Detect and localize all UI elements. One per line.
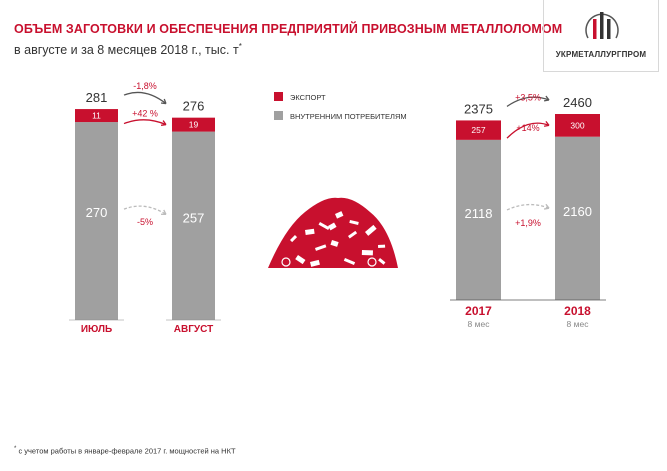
arrow-domestic bbox=[123, 205, 167, 215]
chart-title: ОБЪЕМ ЗАГОТОВКИ И ОБЕСПЕЧЕНИЯ ПРЕДПРИЯТИ… bbox=[14, 22, 563, 36]
legend-label-2: ВНУТРЕННИМ ПОТРЕБИТЕЛЯМ bbox=[290, 112, 407, 121]
pile-piece bbox=[343, 258, 356, 266]
category-sublabel-2018: 8 мес bbox=[567, 319, 590, 329]
data-label-export-2018: 300 bbox=[570, 120, 584, 130]
data-label-domestic-2018: 2160 bbox=[563, 204, 592, 219]
bar-domestic-2018 bbox=[555, 136, 600, 300]
pile-piece bbox=[365, 224, 377, 236]
pile-piece bbox=[328, 222, 337, 231]
arrow-export-head bbox=[543, 121, 550, 127]
change-label-total: +3,5% bbox=[515, 92, 541, 102]
change-label-export: +42 % bbox=[132, 109, 158, 119]
change-label-export: +14% bbox=[516, 123, 539, 133]
category-sublabel-2017: 8 мес bbox=[468, 319, 491, 329]
arrow-total-head bbox=[160, 98, 167, 105]
pile-piece bbox=[318, 222, 330, 230]
arrow-domestic-head bbox=[160, 209, 167, 216]
legend-label-1: ЭКСПОРТ bbox=[290, 93, 326, 102]
arrow-domestic bbox=[506, 203, 550, 211]
pile-piece bbox=[305, 228, 315, 235]
scrap-metal-pile-icon bbox=[268, 197, 398, 268]
data-label-domestic-2017: 2118 bbox=[465, 206, 493, 221]
category-label-ИЮЛЬ: ИЮЛЬ bbox=[81, 324, 112, 335]
pile-piece bbox=[378, 257, 386, 265]
category-label-АВГУСТ: АВГУСТ bbox=[174, 324, 213, 335]
bar-export-ИЮЛЬ bbox=[75, 109, 118, 123]
legend: ЭКСПОРТ ВНУТРЕННИМ ПОТРЕБИТЕЛЯМ bbox=[274, 92, 407, 121]
data-label-total-2017: 2375 bbox=[464, 101, 493, 116]
pile-piece bbox=[295, 255, 306, 265]
arrow-total bbox=[506, 96, 550, 107]
arrow-export bbox=[123, 119, 167, 126]
chart-subtitle: в августе и за 8 месяцев 2018 г., тыс. т… bbox=[14, 42, 242, 58]
legend-swatch-2 bbox=[274, 111, 283, 120]
pile-piece bbox=[315, 244, 327, 251]
arrow-export bbox=[506, 122, 550, 139]
category-label-2017: 2017 bbox=[465, 304, 492, 318]
subtitle-footnote-mark: * bbox=[238, 42, 242, 51]
pile-piece bbox=[378, 244, 386, 248]
pile-piece bbox=[290, 235, 298, 243]
pile-body bbox=[268, 197, 398, 268]
footnote-mark: * bbox=[14, 446, 17, 452]
data-label-total-ИЮЛЬ: 281 bbox=[86, 90, 108, 105]
bar-export-2017 bbox=[456, 120, 501, 140]
data-label-total-2018: 2460 bbox=[563, 95, 592, 110]
pile-wheel bbox=[281, 257, 291, 267]
data-label-domestic-ИЮЛЬ: 270 bbox=[86, 205, 108, 220]
data-label-export-ИЮЛЬ: 11 bbox=[92, 111, 101, 121]
category-label-2018: 2018 bbox=[564, 304, 591, 318]
pile-piece bbox=[335, 211, 344, 219]
bar-export-АВГУСТ bbox=[172, 117, 215, 132]
pile-piece bbox=[349, 220, 359, 225]
pile-piece bbox=[330, 240, 339, 247]
logo: УКРМЕТАЛЛУРГПРОМ bbox=[543, 0, 659, 72]
arrow-export-head bbox=[160, 120, 167, 126]
bar-domestic-ИЮЛЬ bbox=[75, 122, 118, 320]
pile-piece bbox=[361, 249, 373, 256]
bar-domestic-АВГУСТ bbox=[172, 131, 215, 320]
footnote: * с учетом работы в январе-феврале 2017 … bbox=[14, 446, 236, 456]
data-label-domestic-АВГУСТ: 257 bbox=[183, 210, 205, 225]
data-label-export-АВГУСТ: 19 bbox=[189, 120, 199, 130]
change-label-domestic: -5% bbox=[137, 217, 153, 227]
data-label-total-АВГУСТ: 276 bbox=[183, 99, 205, 114]
bar-export-2018 bbox=[555, 114, 600, 137]
pile-wheel bbox=[367, 257, 377, 267]
legend-swatch-1 bbox=[274, 92, 283, 101]
pile-piece bbox=[310, 259, 320, 267]
arrow-total bbox=[123, 91, 167, 105]
change-label-total: -1,8% bbox=[133, 81, 157, 91]
change-label-domestic: +1,9% bbox=[515, 218, 541, 228]
data-label-export-2017: 257 bbox=[471, 125, 485, 135]
bar-domestic-2017 bbox=[456, 139, 501, 300]
arrow-domestic-head bbox=[543, 203, 550, 210]
arrow-total-head bbox=[543, 95, 550, 102]
bar-group-1: 270 11 281 ИЮЛЬ 257 19 276 АВГУСТ -1,8% +42 % -5% bbox=[69, 81, 221, 335]
bars-circle-logo-icon bbox=[585, 12, 619, 39]
logo-text: УКРМЕТАЛЛУРГПРОМ bbox=[555, 50, 647, 59]
pile-piece bbox=[348, 230, 358, 239]
